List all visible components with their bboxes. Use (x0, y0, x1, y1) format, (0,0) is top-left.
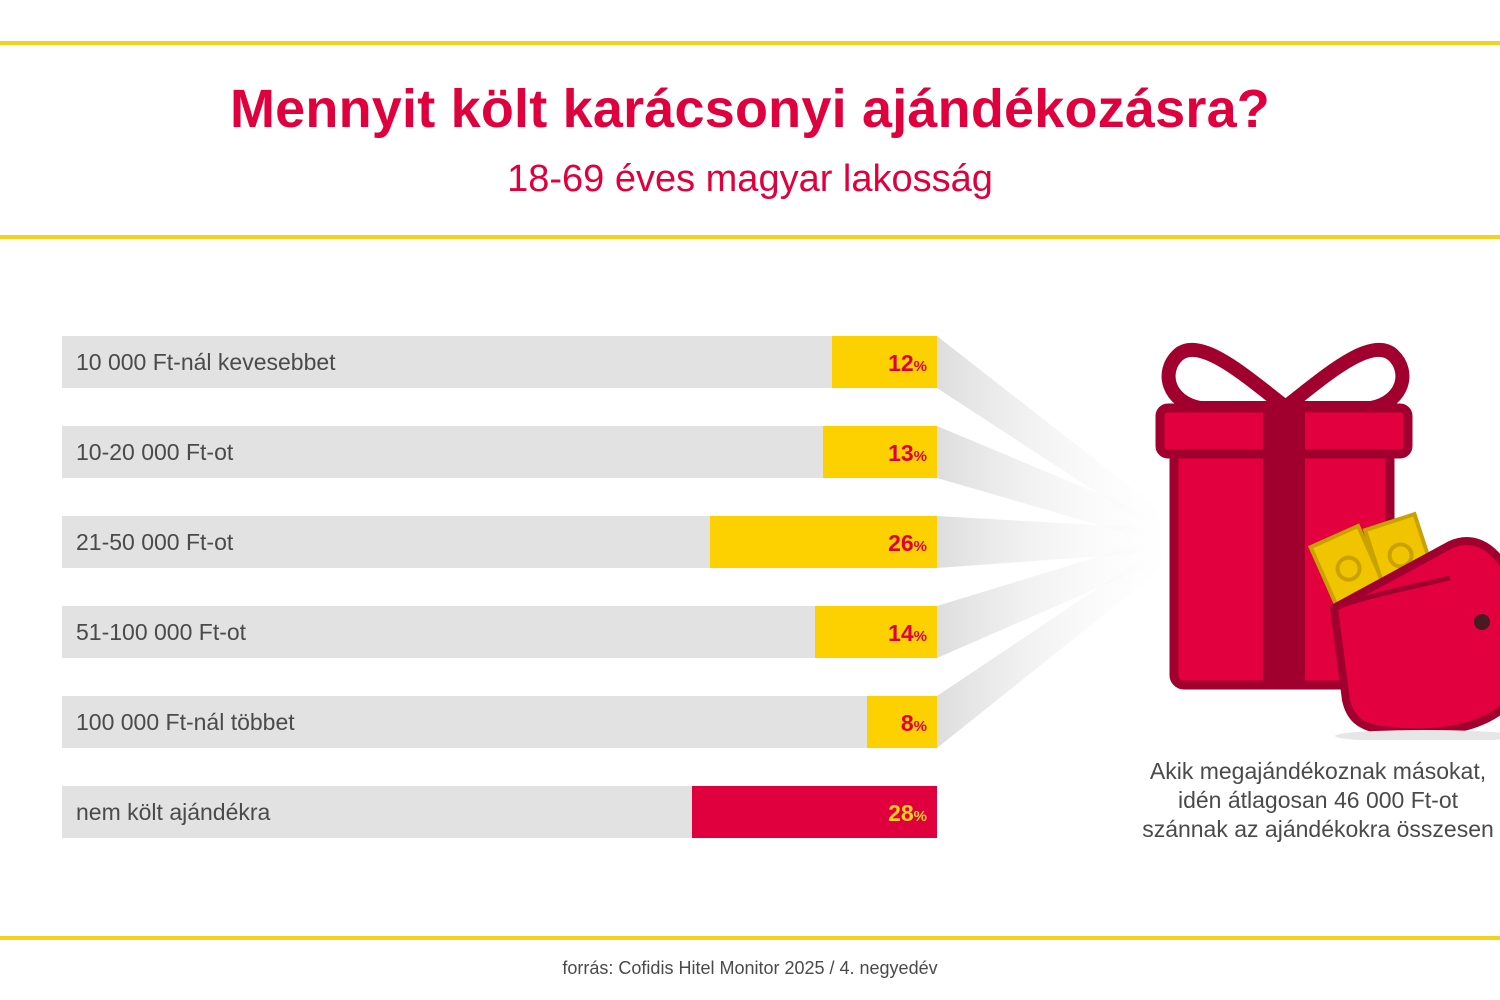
bar-category-label: 100 000 Ft-nál többet (76, 709, 295, 735)
bar-category-label: 10 000 Ft-nál kevesebbet (76, 349, 336, 375)
bar-value-label: 13% (888, 440, 927, 466)
bar-category-label: nem költ ajándékra (76, 799, 271, 825)
footer-divider (0, 936, 1500, 940)
bar-value-label: 28% (888, 800, 927, 826)
bar-value-label: 8% (900, 710, 927, 736)
bar (692, 786, 937, 838)
bar (832, 336, 937, 388)
page-title: Mennyit költ karácsonyi ajándékozásra? (230, 79, 1270, 139)
gift-box-icon (1155, 342, 1500, 740)
light-ray (937, 516, 1185, 568)
light-ray (937, 530, 1185, 748)
bar-row: 100 000 Ft-nál többet 8% (62, 696, 937, 748)
light-ray (937, 336, 1185, 550)
note-line: Akik megajándékoznak másokat, (1149, 758, 1487, 784)
average-spend-note: Akik megajándékoznak másokat, idén átlag… (1108, 757, 1500, 844)
bar (823, 426, 937, 478)
note-line: idén átlagosan 46 000 Ft-ot (1177, 787, 1459, 813)
top-divider (0, 41, 1500, 45)
bar-value-label: 12% (888, 350, 927, 376)
bar (867, 696, 937, 748)
wallet-icon (1307, 511, 1500, 740)
bar (814, 606, 937, 658)
light-ray (937, 530, 1185, 658)
bar-row: nem költ ajándékra 28% (62, 786, 937, 838)
bar-row: 10 000 Ft-nál kevesebbet 12% (62, 336, 937, 388)
bar-row: 51-100 000 Ft-ot 14% (62, 606, 937, 658)
bar (709, 516, 937, 568)
bar-row: 10-20 000 Ft-ot 13% (62, 426, 937, 478)
bar-row: 21-50 000 Ft-ot 26% (62, 516, 937, 568)
bar-category-label: 21-50 000 Ft-ot (76, 529, 234, 555)
light-ray (937, 426, 1185, 550)
source-note: forrás: Cofidis Hitel Monitor 2025 / 4. … (562, 958, 938, 978)
bar-category-label: 51-100 000 Ft-ot (76, 619, 247, 645)
bar-value-label: 14% (888, 620, 927, 646)
page-subtitle: 18-69 éves magyar lakosság (507, 158, 993, 200)
bar-category-label: 10-20 000 Ft-ot (76, 439, 234, 465)
header-divider (0, 235, 1500, 239)
note-line: szánnak az ajándékokra összesen (1142, 816, 1494, 842)
bar-value-label: 26% (888, 530, 927, 556)
